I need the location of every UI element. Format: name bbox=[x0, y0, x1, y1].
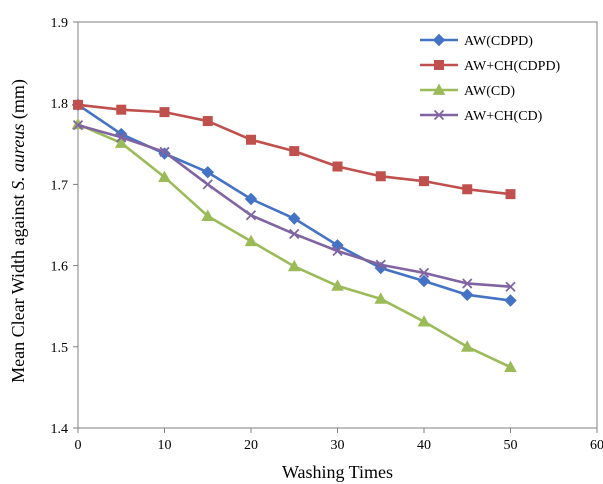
y-tick-label: 1.9 bbox=[51, 16, 69, 31]
data-point bbox=[159, 146, 170, 158]
data-point bbox=[116, 132, 127, 143]
data-point bbox=[245, 210, 257, 221]
x-tick-label: 60 bbox=[590, 438, 603, 453]
chart-series bbox=[71, 98, 517, 372]
data-point bbox=[246, 134, 256, 145]
y-axis-title-suffix: (mm) bbox=[8, 79, 29, 124]
legend-marker bbox=[432, 83, 446, 95]
chart-tick-labels: 0 10 20 30 40 50 60 1.4 1.5 1.6 1.7 1.8 1.9 bbox=[51, 16, 603, 453]
data-point bbox=[244, 234, 258, 247]
x-marker-stroke bbox=[418, 267, 430, 279]
data-point bbox=[461, 288, 474, 302]
y-axis-title-italic: S. aureus bbox=[8, 124, 28, 190]
series-line bbox=[77, 123, 512, 369]
y-tick-label: 1.5 bbox=[51, 341, 69, 356]
data-point bbox=[417, 315, 431, 327]
data-point bbox=[505, 281, 516, 292]
plot-area-border bbox=[77, 21, 598, 429]
data-point bbox=[375, 171, 386, 182]
data-point bbox=[460, 340, 474, 352]
x-tick-label: 10 bbox=[158, 438, 172, 453]
data-point bbox=[73, 99, 83, 110]
data-point bbox=[462, 278, 473, 289]
data-point bbox=[462, 184, 473, 195]
x-marker-stroke bbox=[72, 119, 84, 131]
x-tick-label: 30 bbox=[331, 438, 345, 453]
x-marker-stroke bbox=[159, 146, 170, 158]
x-marker-stroke bbox=[462, 278, 473, 289]
legend-item: AW+CH(CD) bbox=[420, 109, 543, 124]
data-point bbox=[158, 170, 171, 182]
data-point bbox=[159, 107, 170, 118]
data-point bbox=[418, 267, 430, 279]
legend-item: AW+CH(CDPD) bbox=[420, 59, 561, 74]
y-tick-label: 1.8 bbox=[51, 97, 69, 112]
data-point bbox=[202, 116, 213, 127]
data-point bbox=[288, 212, 301, 225]
chart-axes bbox=[73, 21, 598, 433]
x-marker-stroke bbox=[505, 281, 516, 292]
x-marker-stroke bbox=[245, 210, 257, 221]
data-point bbox=[332, 245, 343, 257]
y-tick-label: 1.7 bbox=[51, 178, 69, 193]
data-point bbox=[289, 228, 300, 240]
legend-item: AW(CD) bbox=[420, 83, 515, 99]
data-point bbox=[505, 189, 516, 200]
x-marker-stroke bbox=[202, 179, 213, 190]
data-point bbox=[504, 294, 517, 307]
data-point bbox=[244, 192, 258, 206]
series-aw-ch-cdpd bbox=[73, 99, 516, 200]
x-marker-stroke bbox=[433, 109, 445, 121]
legend-label: AW(CD) bbox=[464, 84, 515, 99]
data-point bbox=[419, 176, 429, 187]
data-point bbox=[201, 209, 215, 221]
legend-label: AW+CH(CDPD) bbox=[464, 59, 561, 74]
y-tick-label: 1.6 bbox=[51, 260, 69, 275]
data-point bbox=[201, 166, 214, 179]
data-point bbox=[289, 146, 300, 157]
series-aw-cd bbox=[71, 117, 517, 372]
y-axis-title: Mean Clear Width against S. aureus (mm) bbox=[8, 79, 29, 383]
data-point bbox=[114, 136, 128, 148]
data-point bbox=[417, 274, 431, 288]
chart-legend: AW(CDPD) AW+CH(CDPD) AW(CD) AW+CH(CD) bbox=[420, 33, 561, 124]
data-point bbox=[72, 119, 84, 131]
series-aw-cdpd bbox=[71, 98, 517, 307]
series-aw-ch-cd bbox=[72, 119, 516, 292]
x-tick-label: 40 bbox=[417, 438, 431, 453]
legend-label: AW(CDPD) bbox=[464, 34, 533, 49]
x-marker-stroke bbox=[289, 228, 300, 240]
y-axis-title-prefix: Mean Clear Width against bbox=[8, 190, 28, 383]
x-axis-title: Washing Times bbox=[282, 462, 393, 482]
x-marker-stroke bbox=[375, 259, 386, 270]
legend-marker bbox=[433, 109, 445, 121]
x-marker-stroke bbox=[116, 132, 127, 143]
legend-item: AW(CDPD) bbox=[420, 33, 533, 49]
data-point bbox=[374, 292, 388, 304]
data-point bbox=[202, 179, 213, 190]
data-point bbox=[504, 360, 517, 372]
x-tick-label: 50 bbox=[504, 438, 518, 453]
data-point bbox=[116, 104, 127, 115]
data-point bbox=[332, 161, 343, 172]
data-point bbox=[287, 259, 301, 272]
x-tick-label: 20 bbox=[244, 438, 258, 453]
data-point bbox=[331, 279, 344, 291]
x-tick-label: 0 bbox=[75, 438, 82, 453]
legend-marker bbox=[432, 33, 446, 47]
legend-marker bbox=[434, 60, 444, 70]
legend-label: AW+CH(CD) bbox=[464, 109, 543, 124]
x-marker-stroke bbox=[332, 245, 343, 257]
y-tick-label: 1.4 bbox=[51, 422, 69, 437]
data-point bbox=[375, 259, 386, 270]
